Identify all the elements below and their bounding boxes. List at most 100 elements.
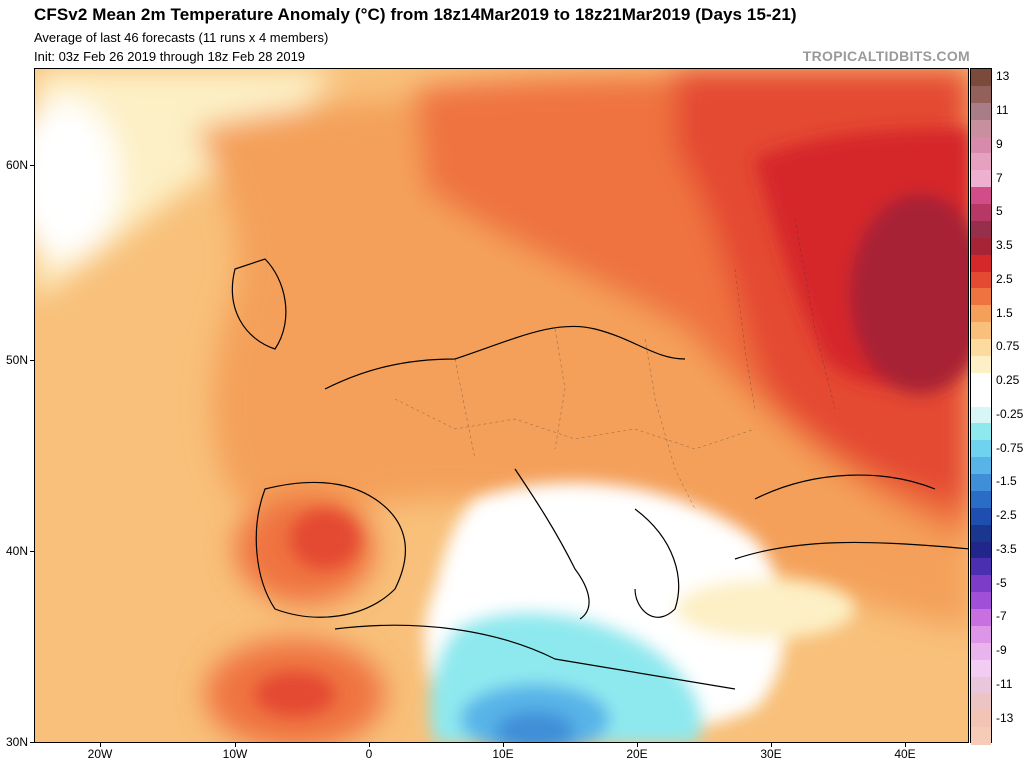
lon-label-20w: 20W [87,747,113,761]
colorbar-swatch [971,524,991,542]
colorbar-swatch [971,642,991,661]
lat-tick [30,165,35,166]
lat-label-60n: 60N [6,158,29,172]
colorbar-label: -13 [996,710,1014,725]
balkans-outline [634,508,680,618]
colorbar-label: -9 [996,643,1007,658]
colorbar-label: 2.5 [996,271,1013,286]
lon-label-40e: 40E [894,747,916,761]
colorbar-swatch [971,85,991,104]
lat-label-30n: 30N [6,735,29,749]
colorbar-swatch [971,136,991,154]
black-sea-south-coast [734,541,968,560]
field-near-zero-atlantic [35,99,120,259]
colorbar-swatch [971,507,991,526]
north-european-coast [324,325,686,390]
italy-outline [514,468,590,620]
colorbar-swatch [971,170,991,188]
chart-subtitle-init-range: Init: 03z Feb 26 2019 through 18z Feb 28… [34,49,306,64]
lat-tick [30,551,35,552]
lon-tick [369,742,370,747]
colorbar-label: -5 [996,575,1007,590]
colorbar-swatch [971,372,991,391]
lon-tick [100,742,101,747]
iberia-outline [255,481,406,618]
colorbar-label: -11 [996,676,1013,691]
colorbar-swatch [971,102,991,121]
colorbar-label: 11 [996,103,1009,118]
lat-tick [30,360,35,361]
colorbar-swatch [971,457,991,475]
colorbar-swatch [971,440,991,458]
colorbar-swatch [971,625,991,644]
colorbar [970,68,992,745]
field-north-africa-core [255,672,335,716]
lat-tick [30,742,35,743]
colorbar-label: 5 [996,204,1003,219]
coastline-outline [231,258,968,690]
field-pale-turkey [675,579,855,639]
colorbar-label: -2.5 [996,508,1017,523]
lon-tick [235,742,236,747]
colorbar-swatch [971,710,991,728]
field-iberia-core [290,509,360,569]
colorbar-label: -0.25 [996,406,1024,421]
colorbar-swatch [971,220,991,239]
black-sea-north-coast [754,474,936,500]
colorbar-swatch [971,69,991,87]
lon-tick [771,742,772,747]
colorbar-swatch [971,490,991,509]
colorbar-swatch [971,592,991,610]
chart-title: CFSv2 Mean 2m Temperature Anomaly (°C) f… [34,5,797,24]
chart-subtitle-forecast-count: Average of last 46 forecasts (11 runs x … [34,30,329,45]
colorbar-swatch [971,305,991,323]
colorbar-swatch [971,355,991,374]
colorbar-swatch [971,727,991,745]
lon-label-20e: 20E [626,747,648,761]
colorbar-swatch [971,322,991,340]
field-maximum-russia [850,194,968,394]
country-borders [394,218,836,510]
colorbar-swatch [971,474,991,492]
colorbar-swatch [971,237,991,256]
brand-watermark: TROPICALTIDBITS.COM [802,48,970,64]
lat-label-50n: 50N [6,353,29,367]
lat-label-40n: 40N [6,544,29,558]
colorbar-label: -0.75 [996,440,1024,455]
colorbar-label: -3.5 [996,541,1017,556]
colorbar-swatch [971,288,991,306]
colorbar-swatch [971,339,991,357]
colorbar-swatch [971,204,991,222]
colorbar-label: 7 [996,170,1003,185]
colorbar-swatch [971,558,991,576]
colorbar-swatch [971,693,991,711]
anomaly-field-graphic [35,69,968,742]
field-coolest-libya [495,711,575,742]
colorbar-label: 9 [996,136,1003,151]
colorbar-label: 3.5 [996,238,1013,253]
lon-label-10e: 10E [492,747,514,761]
lon-label-30e: 30E [760,747,782,761]
lon-tick [503,742,504,747]
lon-label-0: 0 [365,747,373,761]
lon-label-10w: 10W [222,747,248,761]
colorbar-label: 13 [996,69,1010,84]
chart-header: CFSv2 Mean 2m Temperature Anomaly (°C) f… [0,0,1024,68]
colorbar-swatch [971,271,991,289]
colorbar-swatch [971,389,991,407]
colorbar-label: 0.75 [996,339,1020,354]
colorbar-swatch [971,187,991,205]
colorbar-label: 1.5 [996,305,1013,320]
colorbar-swatch [971,575,991,593]
colorbar-swatch [971,676,991,694]
colorbar-label: -1.5 [996,474,1017,489]
colorbar-swatch [971,609,991,627]
colorbar-label: 0.25 [996,373,1020,388]
north-africa-coast [334,624,736,690]
colorbar-swatch [971,254,991,272]
colorbar-label: -7 [996,609,1007,624]
lon-tick [637,742,638,747]
colorbar-swatch [971,659,991,677]
british-isles-outline [231,258,287,350]
colorbar-swatch [971,406,991,424]
